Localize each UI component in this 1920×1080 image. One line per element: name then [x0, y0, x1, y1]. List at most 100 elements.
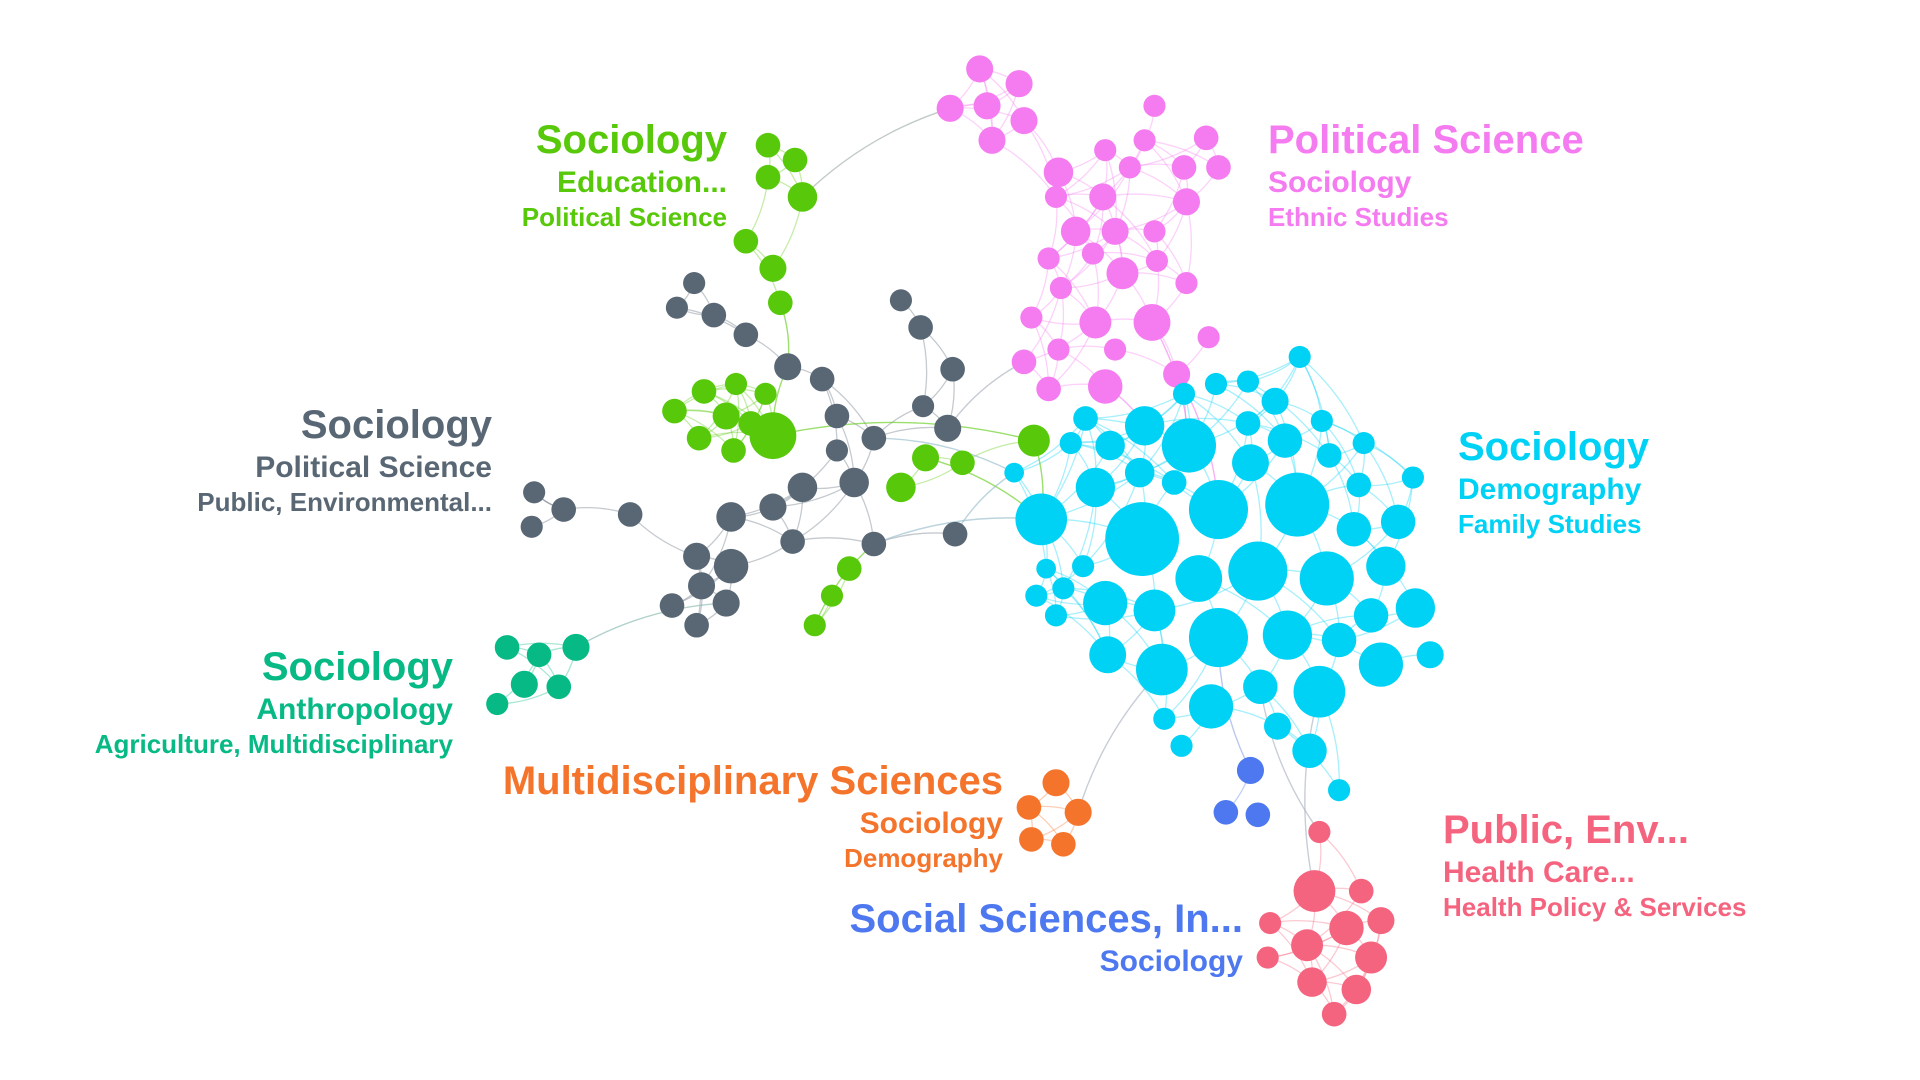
network-node: [1193, 125, 1219, 151]
network-node: [520, 515, 543, 538]
network-node: [486, 692, 509, 716]
network-node: [1104, 338, 1127, 361]
network-node: [861, 531, 887, 557]
network-node: [1124, 406, 1165, 446]
network-node: [494, 635, 520, 660]
network-node: [713, 548, 749, 584]
network-node: [966, 55, 994, 83]
network-node: [1016, 795, 1042, 820]
network-node: [1232, 444, 1269, 482]
cluster-label-political-science: Political Science Sociology Ethnic Studi…: [1268, 118, 1584, 232]
cluster-label-sociology-anthropology: Sociology Anthropology Agriculture, Mult…: [95, 645, 453, 759]
network-node: [1380, 504, 1416, 540]
cluster-label-sociology-political: Sociology Political Science Public, Envi…: [197, 403, 492, 517]
cluster-title: Sociology: [535, 118, 727, 162]
network-node: [1075, 467, 1116, 508]
network-node: [839, 467, 869, 498]
network-node: [701, 302, 727, 328]
network-node: [1095, 430, 1125, 461]
network-node: [889, 289, 913, 312]
network-node: [1395, 588, 1436, 628]
network-node: [1261, 387, 1289, 415]
network-node: [721, 438, 746, 463]
network-node: [1052, 577, 1075, 600]
network-node: [1341, 974, 1372, 1005]
network-node: [1153, 707, 1176, 730]
cluster-subtitle: Sociology: [859, 807, 1003, 840]
network-node: [820, 584, 844, 607]
cluster-subtitle: Demography: [1458, 473, 1642, 506]
network-node: [1355, 941, 1388, 974]
network-node: [1292, 733, 1327, 768]
network-node: [1243, 669, 1278, 704]
network-node: [662, 398, 687, 424]
network-node: [1133, 589, 1176, 632]
network-node: [733, 322, 759, 348]
network-node: [1049, 276, 1072, 300]
network-node: [1228, 541, 1288, 601]
cluster-title: Sociology: [261, 645, 453, 689]
network-edge: [873, 437, 1015, 474]
network-node: [1133, 304, 1171, 341]
network-node: [973, 92, 1001, 120]
network-node: [1297, 967, 1327, 997]
cluster-subtitle: Anthropology: [256, 693, 453, 726]
network-node: [1236, 756, 1264, 784]
cluster-label-sociology-demography: Sociology Demography Family Studies: [1458, 425, 1649, 539]
network-node: [1353, 598, 1389, 633]
network-node: [1133, 129, 1156, 152]
network-node: [510, 670, 538, 698]
network-node: [774, 353, 802, 381]
network-node: [1367, 907, 1395, 935]
network-node: [1259, 912, 1282, 935]
network-node: [1416, 641, 1444, 669]
network-node: [936, 94, 964, 122]
cluster-subtitle-2: Public, Environmental...: [197, 487, 492, 517]
network-node: [912, 395, 935, 418]
network-node: [754, 382, 777, 405]
network-node: [1051, 832, 1076, 857]
network-node: [1081, 242, 1104, 265]
network-node: [1036, 558, 1056, 579]
network-node: [1042, 769, 1070, 797]
network-node: [1265, 472, 1330, 537]
network-node: [1288, 345, 1311, 368]
network-edge: [1259, 686, 1320, 833]
network-node: [1059, 432, 1082, 455]
network-node: [886, 472, 916, 503]
cluster-subtitle-2: Agriculture, Multidisciplinary: [94, 729, 453, 759]
network-node: [683, 542, 711, 570]
network-node: [1015, 493, 1068, 546]
network-node: [1094, 139, 1117, 162]
network-node: [1079, 306, 1112, 339]
network-node: [1262, 610, 1312, 660]
network-node: [684, 612, 709, 638]
network-node: [787, 472, 818, 503]
network-node: [1105, 502, 1180, 576]
network-node: [824, 403, 850, 429]
network-node: [1004, 462, 1024, 483]
network-node: [1291, 929, 1324, 962]
network-edge: [954, 472, 1015, 535]
network-node: [1073, 406, 1098, 431]
network-node: [1188, 608, 1248, 668]
network-node: [1143, 220, 1166, 243]
network-node: [1213, 800, 1239, 825]
cluster-label-public-env: Public, Env... Health Care... Health Pol…: [1443, 808, 1746, 922]
network-node: [1321, 622, 1357, 658]
network-node: [1044, 185, 1068, 208]
network-node: [1010, 107, 1038, 135]
network-node: [749, 412, 797, 460]
network-node: [1308, 820, 1331, 844]
network-node: [617, 502, 643, 527]
cluster-label-multidisciplinary: Multidisciplinary Sciences Sociology Dem…: [503, 759, 1003, 873]
network-node: [940, 356, 965, 382]
network-node: [1204, 372, 1228, 396]
network-node: [1101, 217, 1129, 245]
cluster-subtitle: Sociology: [1268, 166, 1412, 199]
network-node: [942, 521, 968, 547]
network-node: [1163, 360, 1191, 388]
cluster-subtitle-2: Ethnic Studies: [1268, 202, 1449, 232]
network-node: [1310, 409, 1333, 432]
